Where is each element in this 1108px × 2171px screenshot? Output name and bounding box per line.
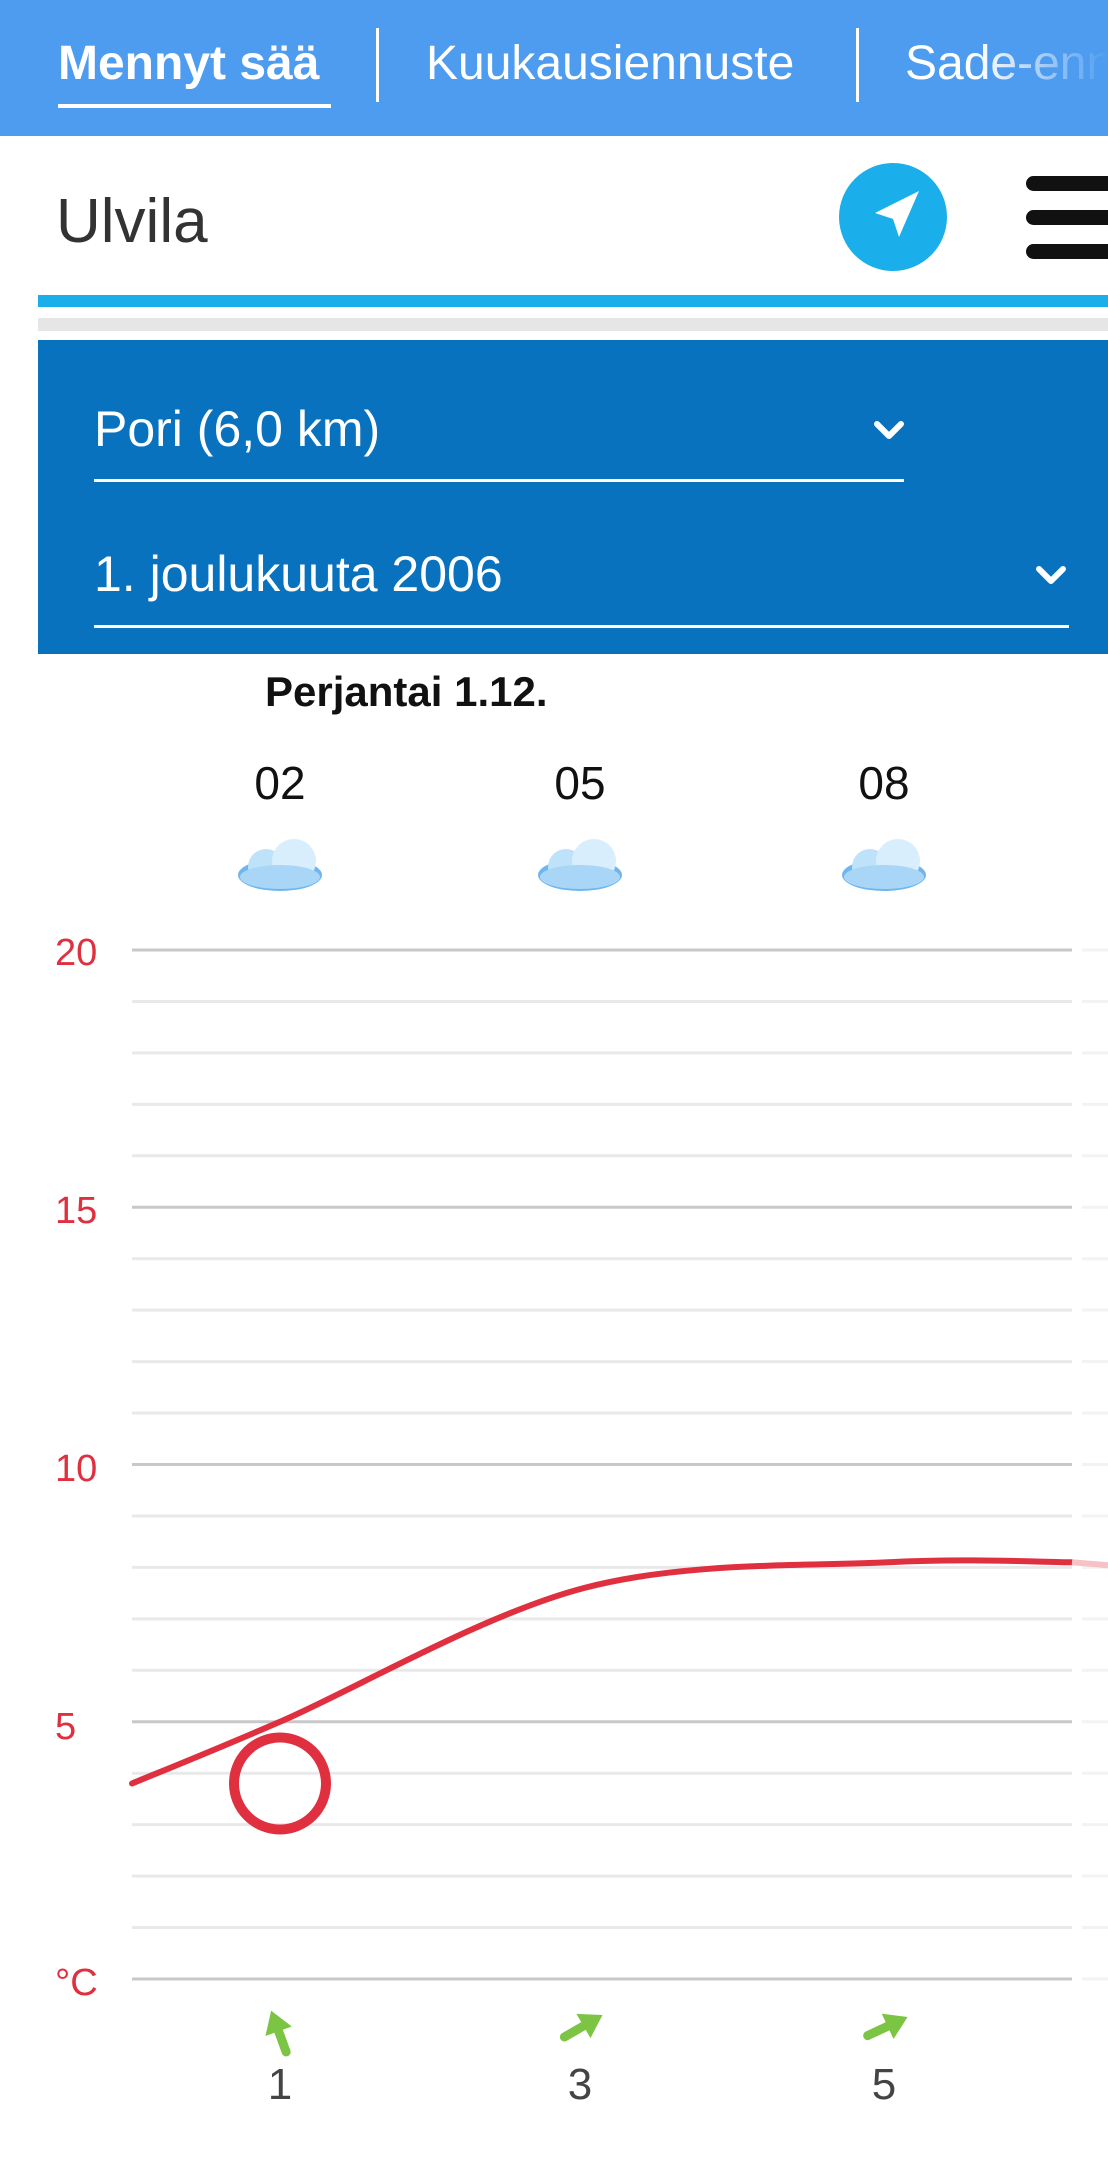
- hamburger-menu-icon[interactable]: [1026, 172, 1108, 264]
- cloudy-icon: [842, 839, 926, 891]
- station-select-value: Pori (6,0 km): [94, 401, 381, 457]
- date-select[interactable]: 1. joulukuuta 2006: [94, 545, 1069, 628]
- day-heading: Perjantai 1.12.: [265, 668, 548, 715]
- wind-arrows: [265, 2010, 908, 2057]
- y-tick-label: 10: [55, 1448, 98, 1490]
- y-tick-label: 20: [55, 932, 98, 974]
- observation-marker: [229, 1732, 331, 1835]
- station-select[interactable]: Pori (6,0 km): [94, 400, 904, 482]
- tab-divider: [856, 28, 859, 102]
- location-name: Ulvila: [56, 187, 208, 256]
- wind-arrow-icon: [559, 2013, 603, 2042]
- wind-speed-label: 5: [871, 2060, 897, 2109]
- tab-divider: [376, 28, 379, 102]
- hour-label: 02: [254, 757, 306, 809]
- cloudy-icon: [538, 839, 622, 891]
- selector-panel: Pori (6,0 km) 1. joulukuuta 2006: [38, 340, 1108, 654]
- tab-scroll-fade: [978, 0, 1108, 136]
- date-select-value: 1. joulukuuta 2006: [94, 546, 503, 602]
- tab-kuukausiennuste[interactable]: Kuukausiennuste: [426, 37, 795, 90]
- wind-speed-label: 1: [267, 2060, 293, 2109]
- y-unit-label: °C: [55, 1962, 98, 2004]
- temperature-line-continuation: [1071, 1559, 1108, 1569]
- header-accent-line: [38, 295, 1108, 307]
- active-tab-indicator: [58, 104, 331, 108]
- hour-label: 08: [858, 757, 910, 809]
- wind-speed-label: 3: [567, 2060, 593, 2109]
- date-select-underline: [94, 625, 1069, 628]
- wind-arrow-icon: [265, 2010, 292, 2057]
- station-select-underline: [94, 479, 904, 482]
- chevron-down-icon: [874, 421, 904, 439]
- locate-button[interactable]: [839, 163, 947, 271]
- temperature-line: [129, 1557, 1075, 1787]
- navigation-arrow-icon: [875, 191, 919, 237]
- y-tick-label: 5: [55, 1706, 77, 1748]
- y-tick-label: 15: [55, 1190, 98, 1232]
- tab-mennyt-saa[interactable]: Mennyt sää: [58, 37, 320, 90]
- weather-symbols: [238, 839, 926, 891]
- header-divider: [38, 318, 1108, 331]
- wind-arrow-icon: [863, 2013, 908, 2041]
- cloudy-icon: [238, 839, 322, 891]
- chevron-down-icon: [1036, 566, 1066, 584]
- hour-label: 05: [554, 757, 606, 809]
- top-tab-bar: Mennyt sää Kuukausiennuste Sade-ennuste: [0, 0, 1108, 136]
